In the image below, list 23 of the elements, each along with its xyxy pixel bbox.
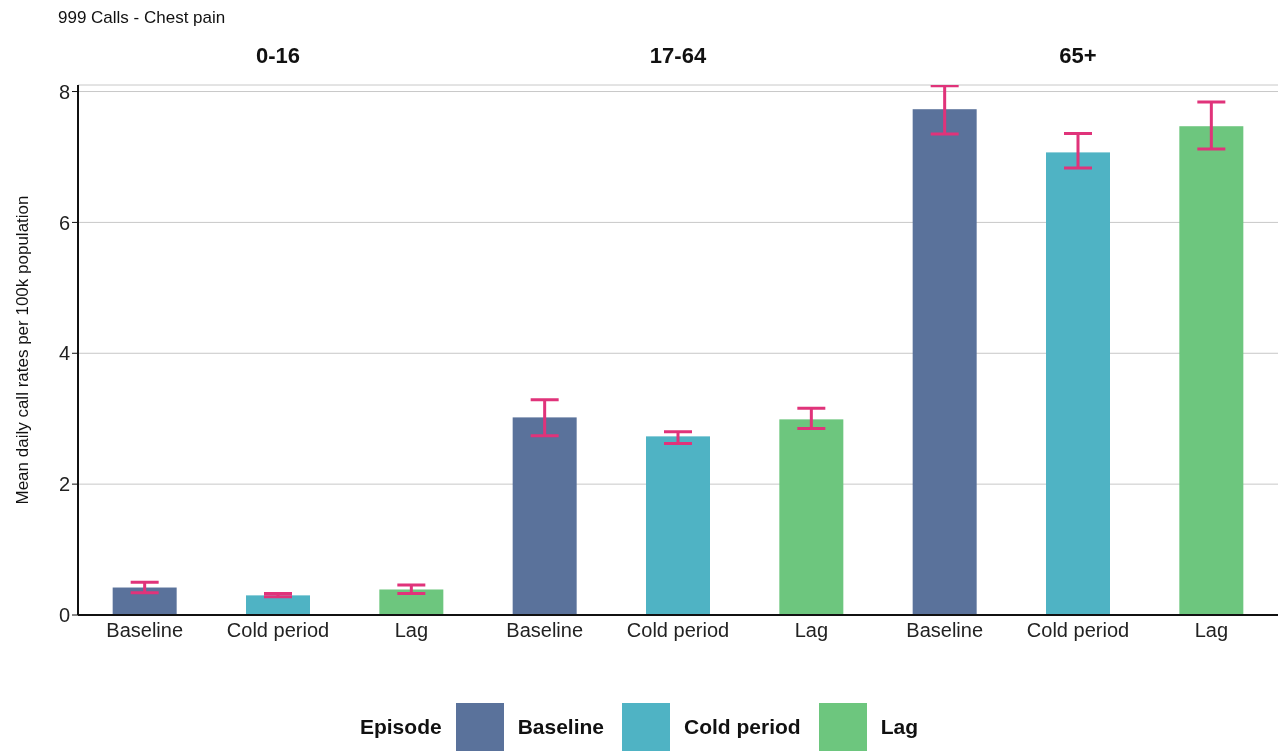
y-tick-label: 2 xyxy=(58,473,70,496)
text: 999 Calls - Chest pain xyxy=(58,8,226,27)
chart-title: 65+ xyxy=(1058,42,1098,70)
legend-label: Lag xyxy=(880,715,919,739)
legend-label: Baseline xyxy=(517,715,605,739)
legend-title: Episode xyxy=(359,715,442,739)
x-tick-label: Cold period xyxy=(226,619,330,642)
x-tick-label: Lag xyxy=(394,619,429,642)
x-tick-label: Baseline xyxy=(506,619,584,642)
x-tick-label: Lag xyxy=(794,619,829,642)
y-tick-label: 4 xyxy=(58,342,70,365)
x-tick-label: Cold period xyxy=(626,619,730,642)
legend-label: Cold period xyxy=(684,715,801,739)
x-tick-label: Baseline xyxy=(106,619,184,642)
y-tick-label: 6 xyxy=(58,211,70,234)
x-tick-label: Baseline xyxy=(906,619,984,642)
y-axis-title: Mean daily call rates per 100k population xyxy=(13,195,33,505)
chart-title: 17-64 xyxy=(648,42,708,70)
x-tick-label: Cold period xyxy=(1026,619,1130,642)
y-tick-label: 8 xyxy=(58,80,70,103)
y-tick-label: 0 xyxy=(58,604,70,627)
chart-title: 0-16 xyxy=(254,42,301,70)
x-tick-label: Lag xyxy=(1194,619,1229,642)
